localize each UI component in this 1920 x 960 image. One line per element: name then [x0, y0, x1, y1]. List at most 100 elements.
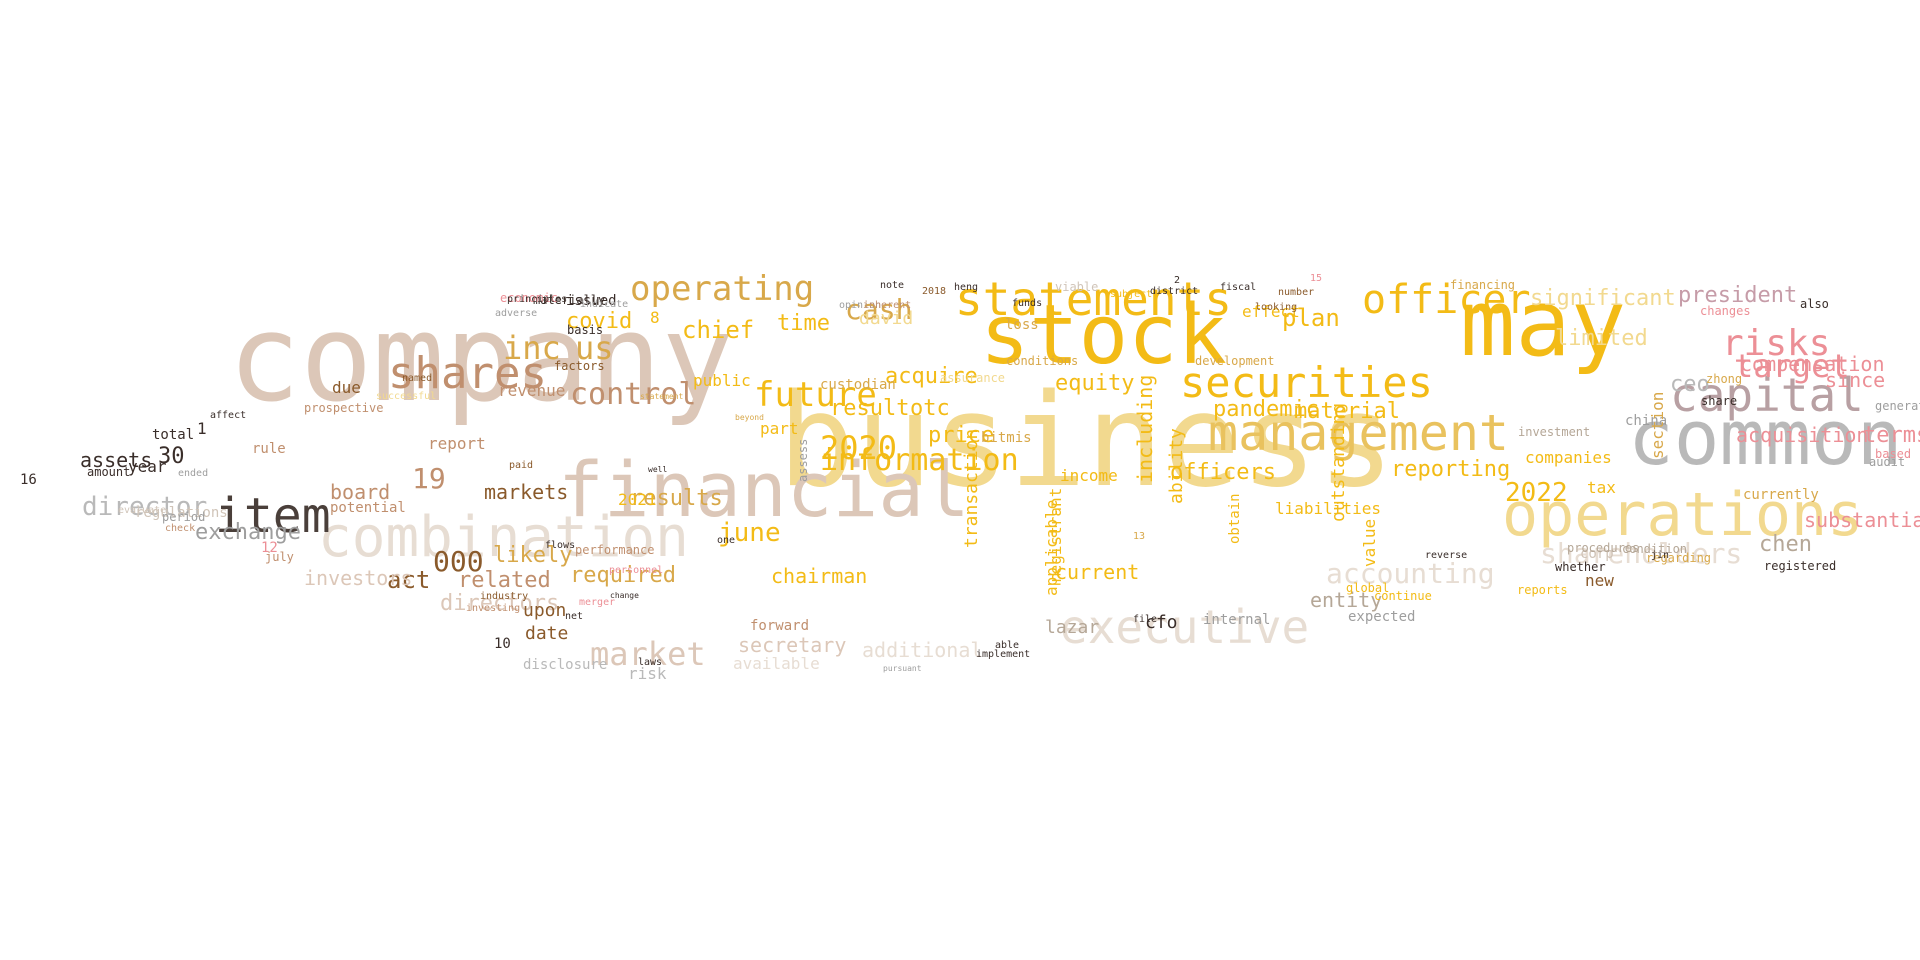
word-directors: directors — [440, 591, 560, 616]
word-2020: 2020 — [820, 429, 898, 467]
word-internal: internal — [1203, 612, 1271, 628]
word-loss: loss — [1005, 317, 1039, 333]
word-one: one — [717, 535, 736, 546]
word-viable: viable — [1055, 280, 1099, 294]
word-personnel: personnel — [609, 565, 664, 576]
word-industry: industry — [480, 591, 529, 602]
word-merger: merger — [579, 597, 616, 608]
word-control: control — [570, 377, 697, 412]
word-issued: issued — [566, 293, 617, 309]
word-2022: 2022 — [1505, 478, 1568, 508]
word-director: director — [82, 492, 208, 522]
word-terms: terms — [1863, 423, 1920, 448]
word-entity: entity — [1310, 588, 1383, 612]
word-results: results — [630, 486, 723, 511]
word-additional: additional — [862, 638, 983, 662]
word-19: 19 — [412, 462, 446, 495]
word-based: based — [1875, 447, 1912, 461]
word-rule: rule — [252, 441, 286, 457]
word-risk: risk — [628, 664, 667, 683]
word-subject: subject — [1110, 289, 1153, 300]
word-significant: significant — [1530, 286, 1676, 311]
word-2018: 2018 — [922, 286, 947, 297]
word-securities: securities — [1180, 358, 1433, 407]
word-board: board — [330, 480, 391, 504]
word-global: global — [1346, 581, 1390, 595]
word-equity: equity — [1055, 371, 1135, 396]
word-assets: assets — [80, 448, 153, 472]
word-may: may — [1460, 270, 1627, 377]
word-zhong: zhong — [1706, 372, 1743, 386]
word-30: 30 — [158, 444, 185, 469]
word-since: since — [1825, 368, 1886, 392]
word-indicate: indicate — [580, 299, 629, 310]
word-future: future — [754, 375, 877, 415]
word-2: 2 — [1174, 275, 1181, 286]
word-obtain: obtain — [1227, 493, 1243, 544]
word-risks: risks — [1722, 323, 1831, 364]
word-10: 10 — [494, 636, 511, 652]
word-july: july — [265, 550, 294, 564]
word-district: district — [1150, 286, 1199, 297]
word-compensation: compensation — [1740, 352, 1885, 376]
word-also: also — [1800, 297, 1829, 311]
word-otc: otc — [910, 396, 950, 421]
word-income: income — [1060, 466, 1118, 485]
word-reverse: reverse — [1425, 550, 1468, 561]
word-stock: stock — [980, 288, 1227, 383]
word-conditions: conditions — [1006, 354, 1079, 368]
word-upon: upon — [523, 600, 567, 621]
word-custodian: custodian — [820, 377, 896, 393]
word-inc: inc — [503, 329, 561, 367]
word-well: well — [648, 465, 668, 474]
word-jin: jin — [1651, 550, 1670, 561]
word-reports: reports — [1517, 583, 1568, 597]
word-report: report — [428, 434, 486, 453]
word-item: item — [215, 488, 331, 544]
word-cfo: cfo — [1145, 612, 1178, 633]
word-cash: cash — [845, 293, 913, 326]
word-12: 12 — [261, 540, 278, 556]
word-regarding: regarding — [1646, 551, 1712, 565]
word-paid: paid — [509, 460, 534, 471]
word-capital: capital — [1670, 368, 1864, 422]
word-common: common — [1628, 393, 1903, 482]
word-market: market — [590, 635, 706, 673]
word-laws: laws — [638, 657, 663, 668]
word-procedures: procedures — [1567, 541, 1640, 555]
word-china: china — [1625, 413, 1668, 429]
word-management: management — [1208, 404, 1510, 462]
word-economic: economic — [500, 291, 558, 305]
word-likely: likely — [493, 543, 573, 568]
word-potential: potential — [330, 500, 406, 516]
word-ceo: ceo — [1670, 372, 1710, 397]
word-substantial: substantial — [1804, 508, 1920, 532]
word-assurance: assurance — [940, 371, 1006, 385]
word-share: share — [1701, 394, 1738, 408]
word-basis: basis — [567, 323, 604, 337]
word-prospective: prospective — [304, 401, 384, 415]
word-revenue: revenue — [498, 381, 566, 400]
word-david: david — [859, 308, 914, 329]
word-evaluate: evaluate — [118, 505, 167, 516]
word-covid: covid — [566, 309, 633, 334]
word-pursuant: pursuant — [883, 664, 922, 673]
word-accounting: accounting — [1326, 557, 1495, 590]
word-factors: factors — [554, 359, 605, 373]
word-act: act — [387, 566, 431, 594]
word-date: date — [525, 623, 569, 644]
word-chairman: chairman — [771, 564, 868, 588]
word-investment: investment — [1518, 425, 1591, 439]
word-current: current — [1055, 560, 1140, 584]
word-bitmis: bitmis — [981, 430, 1032, 446]
word-note: note — [880, 280, 905, 291]
word-13: 13 — [1133, 531, 1146, 542]
word-target: target — [1734, 347, 1850, 385]
word-amount: amount — [87, 465, 131, 479]
word-period: period — [162, 510, 206, 524]
word-us: us — [575, 329, 614, 367]
word-effect: effect — [1242, 302, 1300, 321]
word-funds: funds — [1012, 298, 1043, 309]
word-result: result — [830, 396, 910, 421]
word-disclosure: disclosure — [523, 657, 608, 673]
